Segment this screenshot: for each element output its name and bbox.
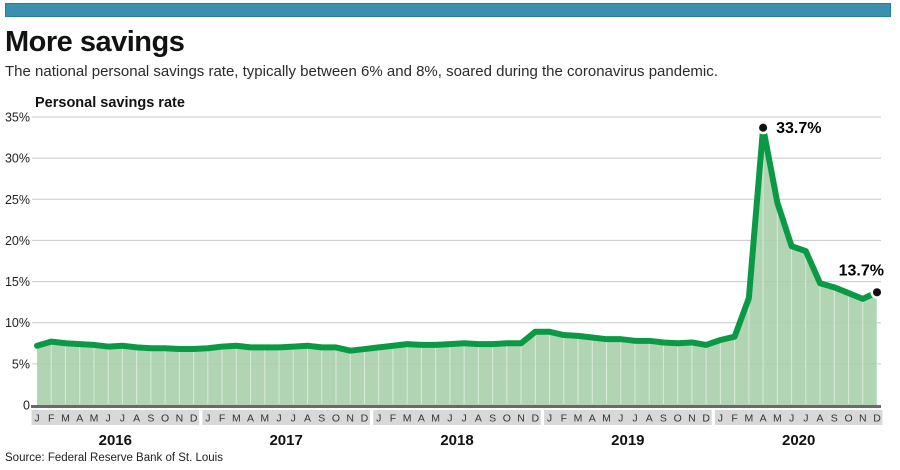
chart-subtitle: The national personal savings rate, typi… [5, 63, 718, 80]
source-note: Source: Federal Reserve Bank of St. Loui… [5, 452, 223, 464]
month-label: S [318, 413, 325, 425]
month-band [373, 410, 541, 425]
month-band [714, 410, 883, 425]
month-label: D [361, 413, 369, 425]
month-label: O [161, 413, 169, 425]
month-label: M [61, 413, 70, 425]
month-label: M [232, 413, 241, 425]
month-label: M [431, 413, 440, 425]
month-label: J [205, 413, 210, 425]
month-label: J [34, 413, 39, 425]
month-label: J [618, 413, 623, 425]
y-tick-label: 30% [5, 152, 30, 166]
page-title: More savings [5, 26, 185, 58]
month-label: M [403, 413, 412, 425]
month-label: J [376, 413, 381, 425]
month-label: A [76, 413, 83, 425]
month-label: M [260, 413, 269, 425]
month-label: J [789, 413, 794, 425]
month-label: O [674, 413, 682, 425]
month-label: D [190, 413, 198, 425]
year-label: 2018 [440, 432, 473, 449]
month-label: O [332, 413, 340, 425]
month-label: O [503, 413, 511, 425]
month-label: D [702, 413, 710, 425]
month-label: M [90, 413, 99, 425]
month-label: J [632, 413, 637, 425]
month-label: D [873, 413, 881, 425]
month-label: F [48, 413, 54, 425]
month-label: J [276, 413, 281, 425]
year-label: 2017 [269, 432, 302, 449]
data-point-dot [870, 285, 884, 299]
month-label: S [147, 413, 154, 425]
year-label: 2019 [611, 432, 644, 449]
month-label: N [176, 413, 184, 425]
y-tick-label: 25% [5, 193, 30, 207]
month-label: J [291, 413, 296, 425]
accent-bar [5, 3, 891, 17]
month-label: S [831, 413, 838, 425]
chart-axis-title: Personal savings rate [35, 95, 185, 111]
month-label: F [219, 413, 225, 425]
month-label: D [532, 413, 540, 425]
annotation-33.7%: 33.7% [756, 120, 821, 137]
month-label: F [561, 413, 567, 425]
annotation-label: 33.7% [776, 120, 821, 137]
month-label: A [760, 413, 767, 425]
month-label: N [346, 413, 354, 425]
year-label: 2020 [782, 432, 815, 449]
month-label: S [660, 413, 667, 425]
y-tick-label: 0 [23, 399, 30, 413]
month-label: A [475, 413, 482, 425]
month-label: M [744, 413, 753, 425]
month-band [544, 410, 712, 425]
month-label: A [133, 413, 140, 425]
month-label: J [547, 413, 552, 425]
month-label: F [731, 413, 737, 425]
y-tick-label: 15% [5, 275, 30, 289]
month-label: M [773, 413, 782, 425]
month-band [31, 410, 200, 425]
month-label: N [688, 413, 696, 425]
y-tick-label: 10% [5, 316, 30, 330]
month-label: A [646, 413, 653, 425]
data-point-dot [756, 121, 770, 135]
annotation-label: 13.7% [839, 262, 884, 279]
month-label: A [589, 413, 596, 425]
month-label: O [844, 413, 852, 425]
month-label: S [489, 413, 496, 425]
y-tick-label: 20% [5, 234, 30, 248]
month-label: A [304, 413, 311, 425]
month-label: J [803, 413, 808, 425]
month-band [202, 410, 370, 425]
y-tick-label: 35% [5, 111, 30, 125]
month-label: N [517, 413, 525, 425]
month-label: J [718, 413, 723, 425]
month-label: J [106, 413, 111, 425]
month-label: M [574, 413, 583, 425]
month-label: A [247, 413, 254, 425]
month-label: J [120, 413, 125, 425]
savings-rate-line [34, 124, 880, 354]
y-tick-label: 5% [12, 357, 30, 371]
area-fill [37, 127, 877, 405]
month-label: J [461, 413, 466, 425]
year-label: 2016 [99, 432, 132, 449]
month-label: J [447, 413, 452, 425]
month-label: A [817, 413, 824, 425]
month-label: A [418, 413, 425, 425]
annotation-13.7%: 13.7% [839, 262, 884, 299]
month-label: M [602, 413, 611, 425]
month-label: N [859, 413, 867, 425]
month-label: F [390, 413, 396, 425]
